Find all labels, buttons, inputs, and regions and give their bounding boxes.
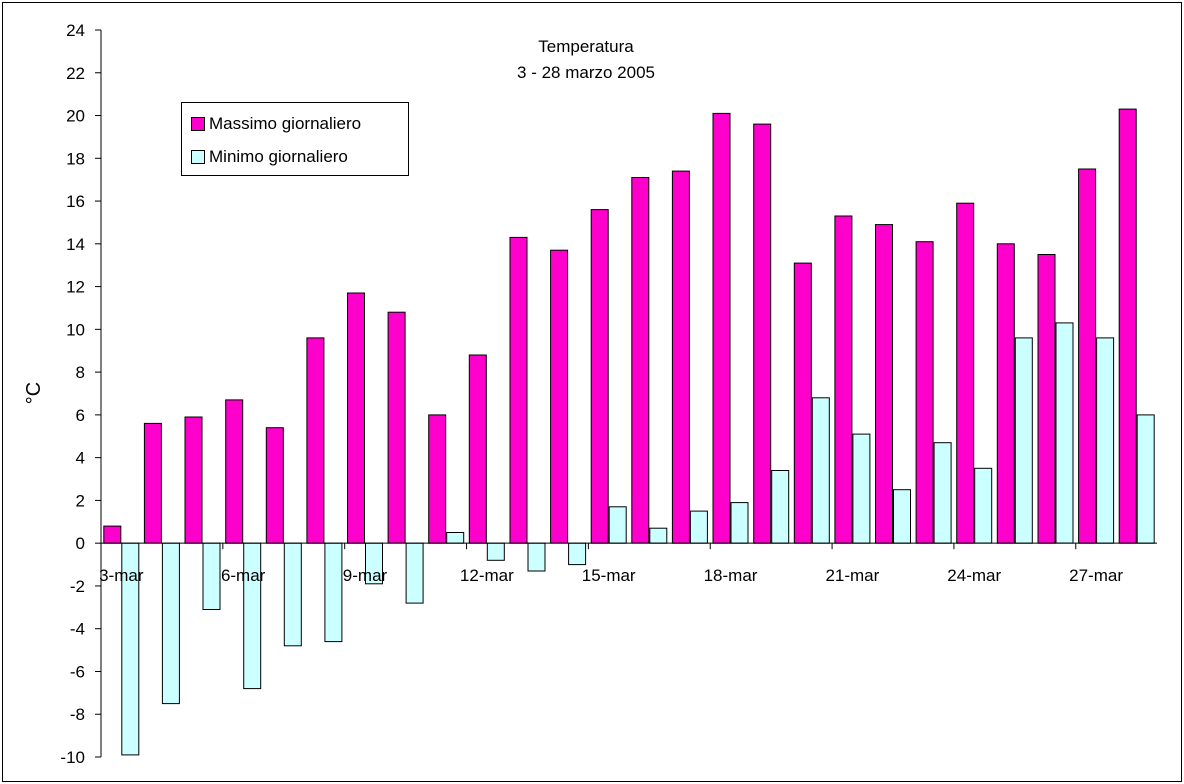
x-tick-label: 24-mar <box>947 566 1001 585</box>
bar-max-5-mar <box>184 416 203 544</box>
x-tick-label: 6-mar <box>221 566 266 585</box>
y-axis-label: °C <box>23 382 45 404</box>
bar-min-13-mar <box>527 542 546 572</box>
bar-max-4-mar <box>143 422 162 544</box>
y-tick-label: -6 <box>70 662 85 681</box>
x-tick-label: 27-mar <box>1069 566 1123 585</box>
legend-swatch-min <box>191 150 205 164</box>
bar-min-19-mar <box>771 470 790 544</box>
legend-label-max: Massimo giornaliero <box>209 114 361 133</box>
bar-max-13-mar <box>509 236 528 544</box>
bar-max-25-mar <box>996 243 1015 544</box>
bar-min-10-mar <box>405 542 424 604</box>
bar-max-20-mar <box>793 262 812 544</box>
bar-min-24-mar <box>974 467 993 544</box>
bar-max-12-mar <box>468 354 487 544</box>
bar-max-15-mar <box>590 209 609 544</box>
bar-min-20-mar <box>811 397 830 544</box>
bar-min-8-mar <box>324 542 343 643</box>
legend: Massimo giornaliero Minimo giornaliero <box>181 102 409 176</box>
y-tick-label: 6 <box>76 406 85 425</box>
x-tick-label: 18-mar <box>704 566 758 585</box>
legend-label-min: Minimo giornaliero <box>209 147 348 166</box>
x-tick-label: 3-mar <box>99 566 144 585</box>
bar-max-23-mar <box>915 241 934 544</box>
bar-min-11-mar <box>446 532 465 544</box>
bar-max-27-mar <box>1078 168 1097 544</box>
bar-max-28-mar <box>1118 108 1137 544</box>
bar-min-27-mar <box>1096 337 1115 544</box>
bar-max-11-mar <box>428 414 447 544</box>
y-tick-label: 12 <box>66 278 85 297</box>
bar-max-8-mar <box>306 337 325 544</box>
bar-max-26-mar <box>1037 254 1056 544</box>
bar-min-4-mar <box>161 542 180 705</box>
x-axis: 3-mar 6-mar 9-mar 12-mar 15-mar 18-mar 21-mar 2… <box>99 542 1157 585</box>
y-tick-label: 20 <box>66 107 85 126</box>
bar-min-22-mar <box>893 489 911 544</box>
y-tick-label: 10 <box>66 320 85 339</box>
bar-min-14-mar <box>568 542 587 566</box>
y-tick-label: -8 <box>70 705 85 724</box>
bar-min-18-mar <box>730 502 749 544</box>
y-tick-label: -10 <box>60 748 85 767</box>
bar-max-21-mar <box>834 215 853 544</box>
x-tick-label: 15-mar <box>582 566 636 585</box>
y-tick-label: 14 <box>66 235 85 254</box>
y-tick-label: 22 <box>66 64 85 83</box>
bar-min-25-mar <box>1014 337 1033 544</box>
bar-max-6-mar <box>225 399 244 544</box>
x-tick-label: 9-mar <box>343 566 388 585</box>
bar-min-16-mar <box>649 527 668 544</box>
x-tick-label: 12-mar <box>460 566 514 585</box>
bar-min-6-mar <box>243 542 262 690</box>
bar-min-15-mar <box>608 506 627 544</box>
y-tick-label: 2 <box>76 491 85 510</box>
bar-max-16-mar <box>631 177 650 544</box>
bar-min-21-mar <box>852 433 871 544</box>
bar-max-17-mar <box>671 170 690 544</box>
bar-min-17-mar <box>689 510 708 544</box>
chart-subtitle: 3 - 28 marzo 2005 <box>517 63 655 82</box>
bar-max-14-mar <box>550 249 569 544</box>
legend-swatch-max <box>191 117 205 131</box>
y-tick-label: -2 <box>70 577 85 596</box>
chart-title: Temperatura <box>538 37 634 56</box>
bar-min-26-mar <box>1055 322 1074 544</box>
bar-max-19-mar <box>753 123 772 544</box>
bar-min-23-mar <box>933 442 952 544</box>
bar-max-7-mar <box>265 427 284 544</box>
x-tick-label: 21-mar <box>825 566 879 585</box>
legend-box <box>181 102 409 176</box>
bar-max-3-mar <box>103 525 122 544</box>
y-tick-label: 8 <box>76 363 85 382</box>
bar-min-12-mar <box>486 542 505 561</box>
y-tick-label: 0 <box>76 534 85 553</box>
bar-max-24-mar <box>956 202 975 544</box>
y-tick-label: -4 <box>70 620 85 639</box>
bar-max-9-mar <box>347 292 365 544</box>
bar-min-5-mar <box>202 542 221 611</box>
y-tick-label: 18 <box>66 149 85 168</box>
bar-min-28-mar <box>1136 414 1155 544</box>
bars <box>103 108 1155 756</box>
y-tick-label: 24 <box>66 21 85 40</box>
bar-max-18-mar <box>712 112 731 544</box>
bar-max-10-mar <box>387 311 406 544</box>
bar-max-22-mar <box>875 224 893 544</box>
y-tick-label: 16 <box>66 192 85 211</box>
y-tick-label: 4 <box>76 449 85 468</box>
bar-min-7-mar <box>283 542 302 647</box>
